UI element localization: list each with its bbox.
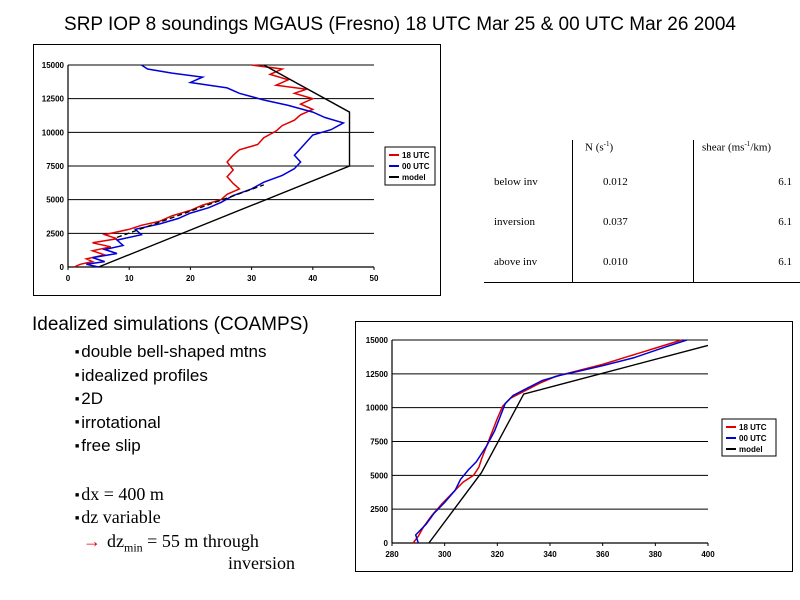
legend: 18 UTC 00 UTC model (384, 146, 436, 186)
series-line-18-utc (73, 64, 315, 268)
series-line-00-utc (414, 339, 688, 544)
list-item: ■ 2D (75, 389, 103, 408)
y-tick-label: 2500 (370, 505, 388, 514)
y-tick-label: 12500 (42, 95, 65, 104)
legend-label: model (739, 445, 763, 454)
y-tick-label: 10000 (42, 128, 65, 137)
x-tick-label: 360 (596, 550, 610, 559)
dzmin-line-continuation: inversion (228, 553, 295, 573)
chart-panel-theta: 0 2500 5000 7500 10000 12500 15000 280 300 320 340… (355, 321, 793, 572)
row-shear-value: 6.1 (693, 201, 800, 242)
chart-panel-soundings: 0 2500 5000 7500 10000 12500 15000 0 10 20 30 40 50 1… (33, 44, 441, 296)
list-item: ■ free slip (75, 436, 141, 455)
table-header-blank (484, 140, 573, 162)
legend-label: 00 UTC (402, 162, 430, 171)
legend-label: 18 UTC (402, 151, 430, 160)
y-tick-label: 15000 (366, 336, 389, 345)
legend-label: 18 UTC (739, 423, 767, 432)
row-label: above inv (484, 241, 573, 283)
series-line-model (98, 64, 351, 268)
stability-table: N (s-1) shear (ms-1/km) below inv 0.012 … (484, 140, 800, 283)
simulation-list: ■ double bell-shaped mtns ■ idealized prof… (75, 340, 266, 458)
x-tick-label: 0 (66, 274, 71, 283)
list-item: ■ idealized profiles (75, 365, 208, 385)
x-tick-label: 300 (438, 550, 452, 559)
row-n-value: 0.037 (572, 201, 694, 242)
legend-label: model (402, 173, 426, 182)
list-item: ■ double bell-shaped mtns (75, 342, 267, 361)
x-tick-label: 40 (308, 274, 317, 283)
list-item: ■ dx = 400 m (75, 484, 164, 504)
x-tick-label: 400 (701, 550, 715, 559)
legend-box (384, 146, 436, 186)
legend-label: 00 UTC (739, 434, 767, 443)
row-shear-value: 6.1 (693, 241, 800, 283)
list-item: ■ dz variable (75, 507, 161, 527)
sounding-chart-svg: 0 2500 5000 7500 10000 12500 15000 0 10 20 30 40 50 1… (42, 61, 436, 283)
row-n-value: 0.010 (572, 241, 694, 283)
x-tick-label: 280 (385, 550, 399, 559)
row-n-value: 0.012 (572, 161, 694, 202)
list-item: ■ irrotational (75, 412, 161, 432)
y-tick-label: 0 (60, 263, 65, 272)
slide-title: SRP IOP 8 soundings MGAUS (Fresno) 18 UT… (64, 14, 736, 35)
table-header-shear: shear (ms-1/km) (693, 140, 800, 162)
series-line-model (428, 344, 709, 544)
theta-chart-svg: 0 2500 5000 7500 10000 12500 15000 280 300 320 340… (366, 336, 777, 559)
row-label: inversion (494, 215, 535, 228)
x-tick-label: 320 (491, 550, 505, 559)
grid-list: ■ dx = 400 m ■ dz variable (75, 483, 164, 529)
series-line-00-utc (86, 64, 346, 268)
y-tick-label: 7500 (370, 438, 388, 447)
x-tick-label: 30 (247, 274, 256, 283)
x-tick-label: 340 (543, 550, 557, 559)
y-tick-label: 10000 (366, 404, 389, 413)
row-label: below inv (494, 175, 538, 188)
table-row: above inv 0.010 6.1 (484, 241, 800, 283)
legend: 18 UTC 00 UTC model (721, 418, 777, 457)
table-row: inversion 0.037 6.1 (484, 201, 800, 242)
dzmin-line: → dzmin = 55 m through (83, 531, 259, 555)
table-row: below inv 0.012 6.1 (484, 161, 800, 202)
y-tick-label: 5000 (370, 471, 388, 480)
y-tick-label: 12500 (366, 370, 389, 379)
table-header-n: N (s-1) (572, 140, 694, 162)
y-tick-label: 5000 (46, 196, 64, 205)
series-line-model-dashed (116, 184, 265, 239)
y-tick-label: 15000 (42, 61, 65, 70)
y-tick-label: 0 (384, 539, 389, 548)
row-shear-value: 6.1 (693, 161, 800, 202)
arrow-icon: → (83, 531, 101, 551)
x-tick-label: 50 (370, 274, 379, 283)
x-tick-label: 380 (649, 550, 663, 559)
x-tick-label: 20 (186, 274, 195, 283)
simulations-heading: Idealized simulations (COAMPS) (32, 314, 309, 335)
y-tick-label: 2500 (46, 229, 64, 238)
x-tick-label: 10 (125, 274, 134, 283)
y-tick-label: 7500 (46, 162, 64, 171)
